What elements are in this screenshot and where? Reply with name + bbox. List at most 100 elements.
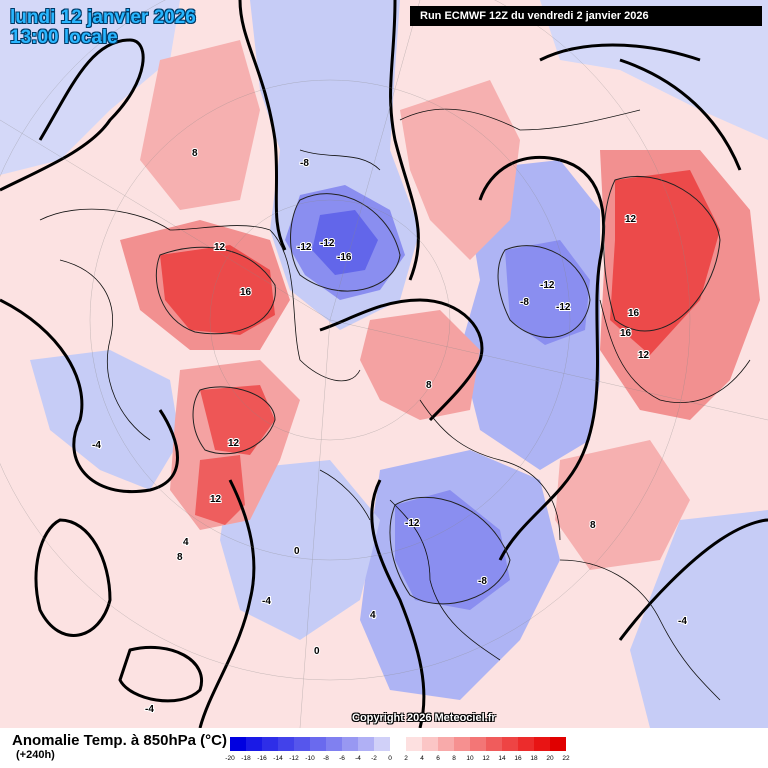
label-8-alaska: 8: [192, 148, 198, 159]
label-minus12-siberia-2: -12: [556, 302, 571, 313]
color-swatch: [246, 737, 262, 751]
label-12-greenland: 12: [214, 242, 226, 253]
color-tick-label: -6: [339, 755, 345, 762]
label-16-asia-2: 16: [620, 328, 632, 339]
contour-labels: 16 12 -16 -12 -12 -12 -12 -8 12 12 12 16…: [91, 147, 688, 716]
anomaly-region-asia-core: [610, 170, 720, 355]
label-12-asia-2: 12: [638, 350, 650, 361]
anomaly-region-alaska-warm: [140, 40, 260, 210]
anomaly-region-greenland-core: [160, 245, 275, 335]
color-tick-label: 18: [530, 755, 538, 762]
anomaly-region-atlantic: [220, 460, 380, 640]
color-tick-label: -2: [371, 755, 377, 762]
color-tick-label: 16: [514, 755, 522, 762]
label-16-asia: 16: [628, 308, 640, 319]
label-0-pacific: 0: [314, 646, 320, 657]
label-minus4-africa: -4: [145, 704, 154, 715]
anomaly-region-ne: [540, 0, 768, 140]
variable-label: Anomalie Temp. à 850hPa (°C): [12, 732, 227, 749]
label-0-atlantic: 0: [294, 546, 300, 557]
anomaly-region-arctic-center: [312, 210, 378, 275]
label-12-asia: 12: [625, 214, 637, 225]
color-tick-label: 0: [388, 755, 392, 762]
label-minus16-arctic: -16: [337, 252, 352, 263]
copyright-notice: Copyright 2026 Meteociel.fr: [352, 712, 496, 724]
color-tick-label: -18: [241, 755, 251, 762]
color-tick-label: -12: [289, 755, 299, 762]
graticule: [0, 0, 768, 728]
color-tick-label: 8: [452, 755, 456, 762]
forecast-time: 13:00 locale: [10, 27, 118, 48]
label-minus4-usa: -4: [92, 440, 101, 451]
color-swatch: [230, 737, 246, 751]
anomaly-region-ne-warm: [400, 80, 520, 260]
lead-time-label: (+240h): [16, 749, 55, 761]
color-swatch: [550, 737, 566, 751]
label-4-africa: 4: [370, 610, 376, 621]
label-minus8-siberia: -8: [520, 297, 529, 308]
run-info-banner: Run ECMWF 12Z du vendredi 2 janvier 2026: [410, 6, 762, 26]
label-4-pacific: 4: [183, 537, 189, 548]
forecast-date-title: lundi 12 janvier 2026 13:00 locale: [10, 8, 196, 48]
label-minus8-arctic: -8: [300, 158, 309, 169]
label-12-atlantic: 12: [210, 494, 222, 505]
color-tick-label: 12: [482, 755, 490, 762]
color-tick-label: 22: [562, 755, 570, 762]
label-minus4-atlantic: -4: [262, 596, 271, 607]
color-swatch: [422, 737, 438, 751]
color-swatch: [454, 737, 470, 751]
color-swatch: [278, 737, 294, 751]
anomaly-region-europe-core: [395, 490, 510, 610]
color-tick-label: 14: [498, 755, 506, 762]
color-swatch: [438, 737, 454, 751]
label-8-china: 8: [590, 520, 596, 531]
anomaly-region-se: [630, 510, 768, 728]
color-tick-label: 4: [420, 755, 424, 762]
color-swatch: [310, 737, 326, 751]
color-tick-label: 20: [546, 755, 554, 762]
anomaly-region-siberia-core: [505, 240, 590, 345]
color-swatch: [486, 737, 502, 751]
color-swatch: [262, 737, 278, 751]
label-8-pacific: 8: [177, 552, 183, 563]
thin-contours: [155, 175, 721, 605]
label-minus12-europe: -12: [405, 518, 420, 529]
label-minus8-europe: -8: [478, 576, 487, 587]
color-swatch: [374, 737, 390, 751]
zero-contours: [0, 0, 768, 728]
color-tick-label: 10: [466, 755, 474, 762]
color-tick-label: -4: [355, 755, 361, 762]
color-tick-label: 6: [436, 755, 440, 762]
color-tick-label: -8: [323, 755, 329, 762]
color-swatch: [342, 737, 358, 751]
label-minus12-arctic-2: -12: [297, 242, 312, 253]
color-swatch: [534, 737, 550, 751]
forecast-date: lundi 12 janvier 2026: [10, 7, 196, 28]
color-tick-label: -14: [273, 755, 283, 762]
coastlines: [39, 108, 751, 701]
anomaly-region-west-usa: [30, 350, 180, 490]
anomaly-region-atlantic-warm: [195, 455, 245, 525]
color-tick-label: 2: [404, 755, 408, 762]
anomaly-region-scandinavia-warm: [360, 310, 480, 420]
color-swatch: [294, 737, 310, 751]
color-scale: [230, 737, 566, 751]
label-16-greenland: 16: [240, 287, 252, 298]
color-tick-label: -16: [257, 755, 267, 762]
color-tick-label: -20: [225, 755, 235, 762]
label-minus4-india: -4: [678, 616, 687, 627]
color-swatch: [518, 737, 534, 751]
label-minus12-siberia: -12: [540, 280, 555, 291]
color-swatch: [502, 737, 518, 751]
color-swatch: [326, 737, 342, 751]
color-swatch: [390, 737, 406, 751]
label-8-russia: 8: [426, 380, 432, 391]
color-swatch: [406, 737, 422, 751]
color-swatch: [358, 737, 374, 751]
temperature-anomaly-map: 16 12 -16 -12 -12 -12 -12 -8 12 12 12 16…: [0, 0, 768, 728]
color-tick-label: -10: [305, 755, 315, 762]
label-minus12-arctic: -12: [320, 238, 335, 249]
label-12-canada: 12: [228, 438, 240, 449]
color-swatch: [470, 737, 486, 751]
anomaly-region-canada-core: [200, 385, 275, 455]
